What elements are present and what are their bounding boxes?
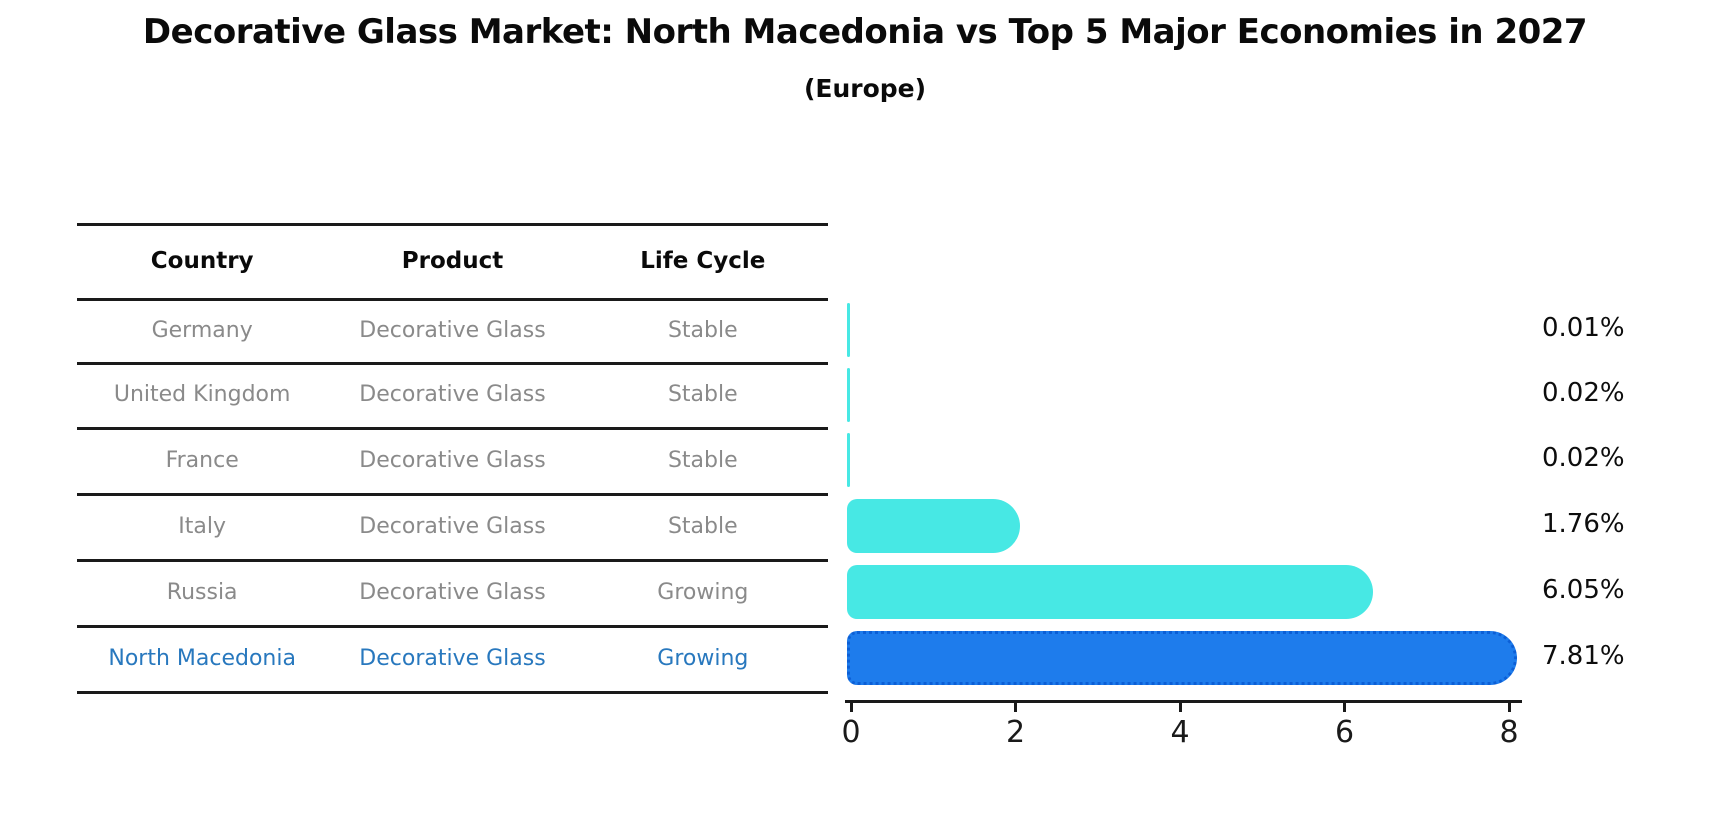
bar-value-label: 0.02%	[1542, 443, 1625, 473]
x-axis-tick	[1014, 700, 1017, 712]
product-cell: Decorative Glass	[359, 513, 546, 539]
table-row-divider	[77, 559, 828, 562]
life-cycle-cell: Growing	[657, 645, 749, 671]
table-row: Germany Decorative Glass Stable	[77, 298, 828, 362]
x-axis-tick	[1178, 700, 1182, 712]
table-row-divider	[77, 691, 828, 694]
chart-subtitle: (Europe)	[803, 74, 927, 103]
country-cell: North Macedonia	[108, 645, 296, 671]
product-cell: Decorative Glass	[359, 317, 546, 343]
product-cell: Decorative Glass	[359, 579, 546, 605]
bar-france	[847, 433, 850, 487]
x-axis-tick-label: 0	[841, 715, 861, 750]
country-cell: France	[165, 447, 239, 473]
bar-russia	[847, 565, 1373, 619]
country-cell: Italy	[178, 513, 227, 539]
bar-value-label: 1.76%	[1542, 509, 1625, 539]
table-header-row: Country Product Life Cycle	[77, 223, 828, 298]
bar-italy	[847, 499, 1020, 553]
table-row: North Macedonia Decorative Glass Growing	[77, 625, 828, 691]
x-axis-tick-label: 6	[1334, 715, 1355, 750]
table-row-divider	[77, 298, 828, 301]
column-header-life-cycle: Life Cycle	[640, 247, 766, 274]
x-axis-tick-label: 2	[1005, 715, 1026, 750]
country-cell: Germany	[151, 317, 253, 343]
column-header-country: Country	[150, 247, 254, 274]
product-cell: Decorative Glass	[359, 645, 546, 671]
table-row-divider	[77, 362, 828, 365]
product-cell: Decorative Glass	[359, 382, 546, 407]
table-row-divider	[77, 427, 828, 430]
table-row: Russia Decorative Glass Growing	[77, 559, 828, 625]
bar-germany	[847, 303, 850, 357]
table-row: Italy Decorative Glass Stable	[77, 493, 828, 559]
chart-title: Decorative Glass Market: North Macedonia…	[142, 12, 1588, 52]
country-cell: United Kingdom	[113, 382, 291, 407]
bar-north-macedonia	[847, 631, 1518, 685]
country-cell: Russia	[166, 579, 238, 605]
bar-value-label: 0.02%	[1542, 377, 1625, 408]
bar-united-kingdom	[847, 367, 850, 422]
bar-value-label: 0.01%	[1542, 313, 1625, 343]
bar-value-label: 6.05%	[1542, 575, 1625, 605]
table-row-divider	[77, 625, 828, 628]
x-axis-tick-label: 4	[1170, 715, 1190, 750]
x-axis-line	[845, 700, 1522, 703]
table-row-divider	[77, 223, 828, 226]
life-cycle-cell: Stable	[667, 382, 738, 407]
life-cycle-cell: Stable	[667, 447, 738, 473]
column-header-product: Product	[401, 247, 504, 274]
x-axis-tick-label: 8	[1499, 715, 1519, 750]
x-axis-tick	[1343, 700, 1346, 712]
life-cycle-cell: Stable	[667, 317, 738, 343]
table-row-divider	[77, 493, 828, 496]
product-cell: Decorative Glass	[359, 447, 546, 473]
bar-value-label: 7.81%	[1542, 641, 1625, 671]
x-axis-tick	[1507, 700, 1511, 712]
table-row: United Kingdom Decorative Glass Stable	[77, 362, 828, 427]
life-cycle-cell: Growing	[657, 579, 749, 605]
table-row: France Decorative Glass Stable	[77, 427, 828, 493]
life-cycle-cell: Stable	[667, 513, 738, 539]
x-axis-tick	[849, 700, 853, 712]
